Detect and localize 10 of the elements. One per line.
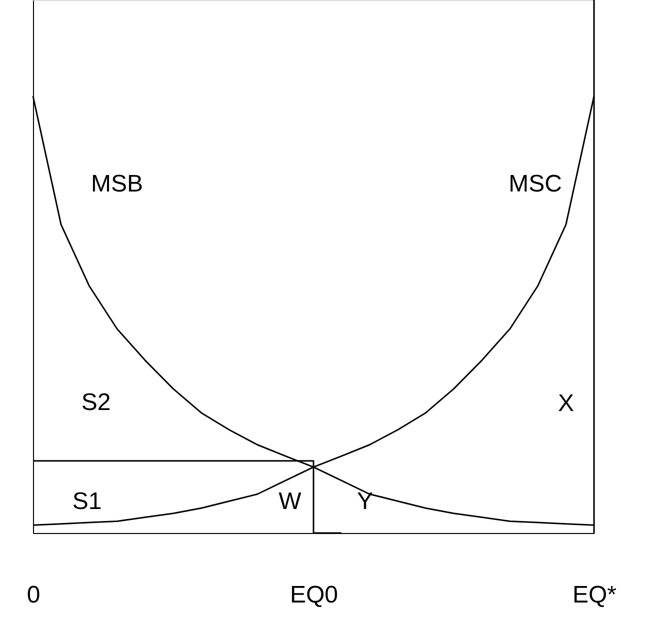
series-label: MSC [508, 170, 562, 198]
x-tick-label: 0 [26, 582, 40, 608]
x-tick-label: EQ0 [290, 582, 338, 608]
annotation: Y [356, 488, 374, 515]
annotation: W [278, 488, 302, 515]
annotation: X [558, 390, 574, 417]
x-tick-label: EQ* [572, 582, 617, 608]
annotation: S1 [72, 488, 102, 515]
annotation: S2 [81, 389, 111, 416]
series-label: MSB [91, 170, 144, 198]
